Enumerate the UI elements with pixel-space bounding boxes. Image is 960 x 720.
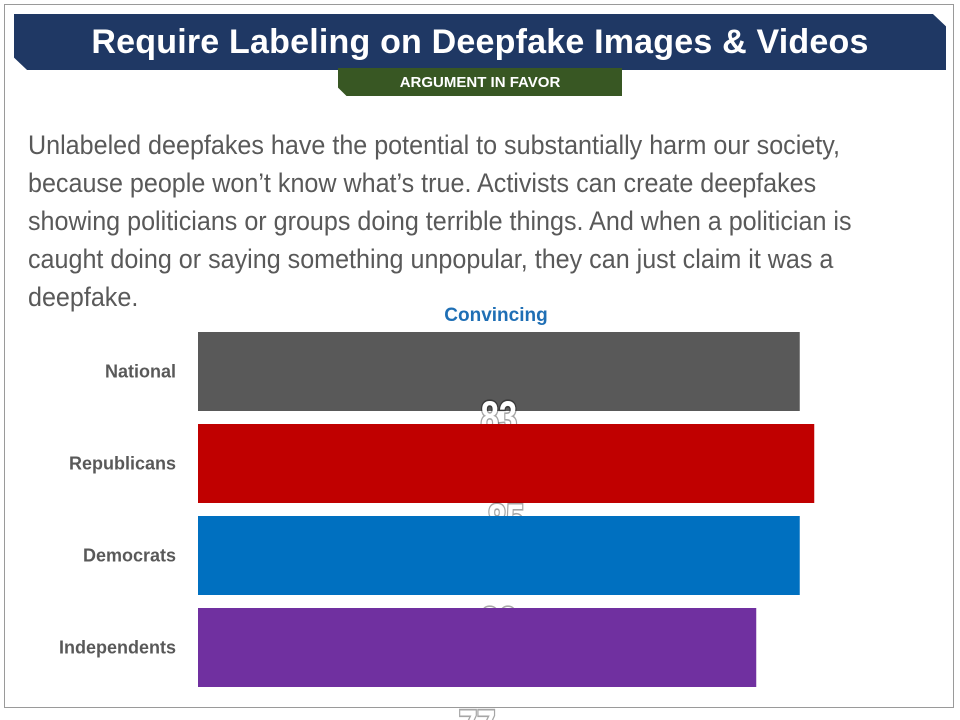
argument-text: Unlabeled deepfakes have the potential t… (28, 130, 852, 312)
argument-banner: ARGUMENT IN FAVOR (338, 68, 622, 96)
title-banner: Require Labeling on Deepfake Images & Vi… (14, 14, 946, 70)
page-title: Require Labeling on Deepfake Images & Vi… (91, 22, 869, 61)
argument-label: ARGUMENT IN FAVOR (399, 73, 561, 91)
slide-frame (4, 4, 954, 708)
chart-series-label: Convincing (444, 305, 548, 326)
